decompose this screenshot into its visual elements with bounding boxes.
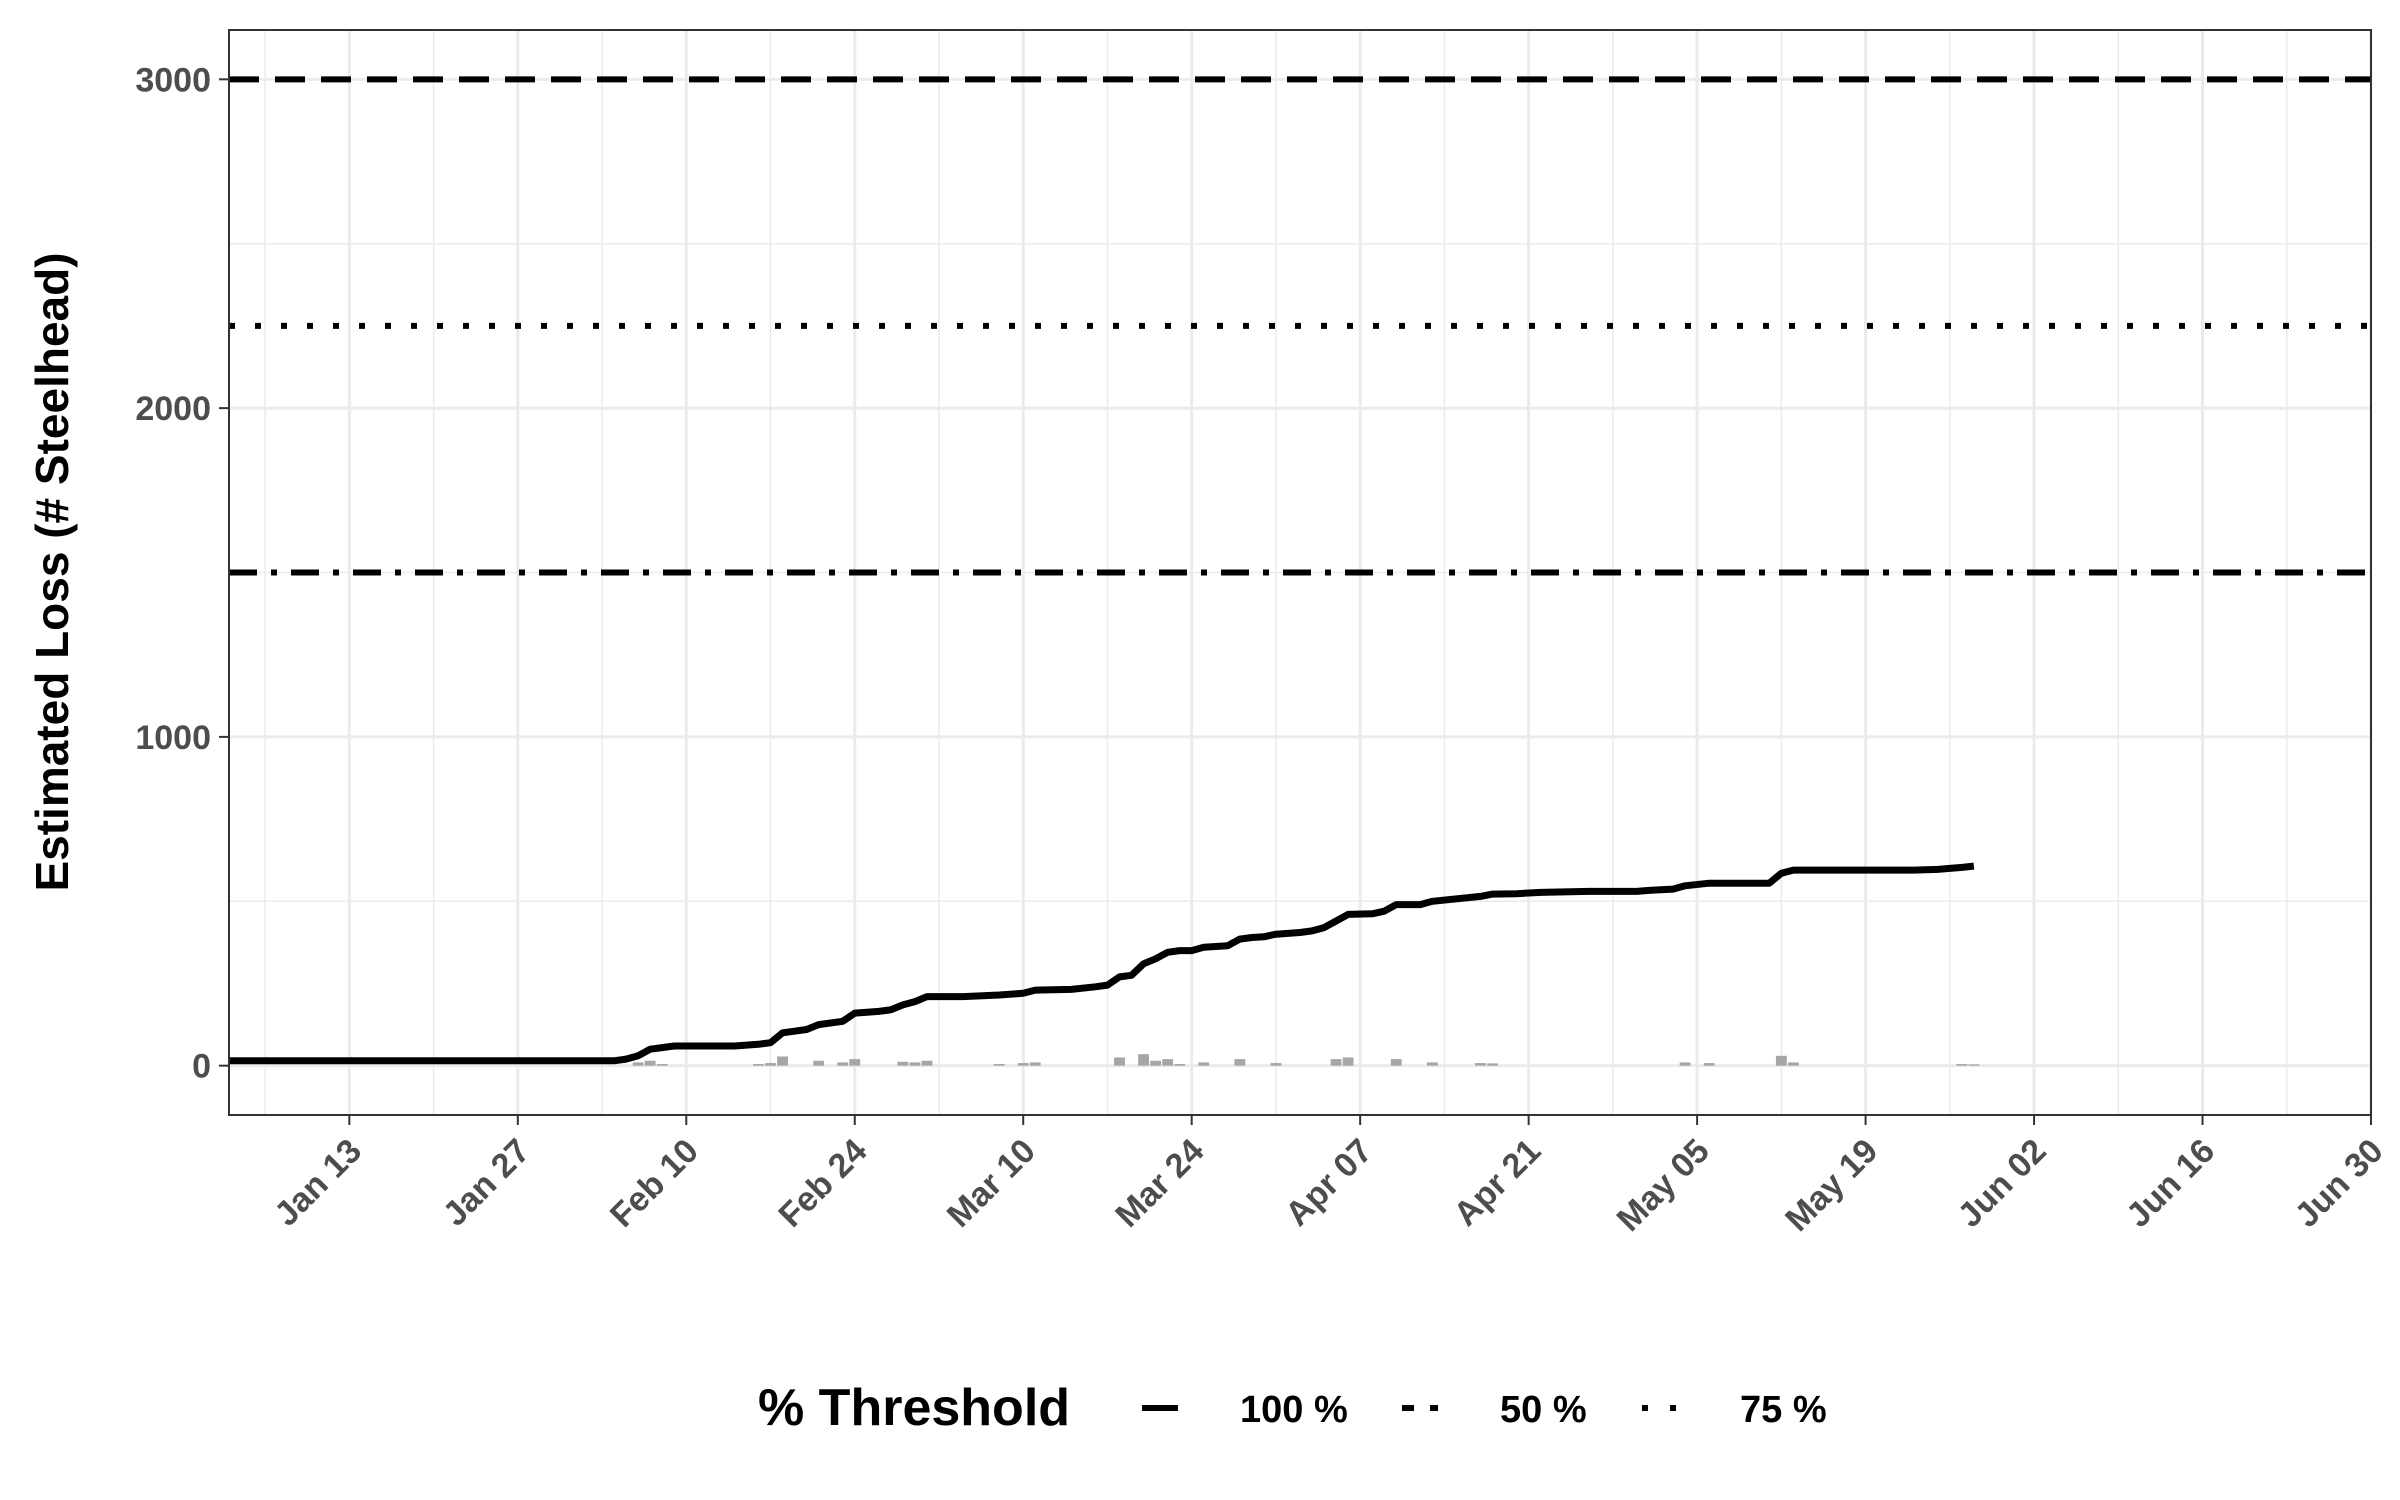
x-axis: Jan 13 Jan 27 Feb 10 Feb 24 Mar 10 Mar 24 Apr … xyxy=(267,1115,2391,1239)
daily-loss-bar xyxy=(1198,1062,1210,1066)
daily-loss-bar xyxy=(813,1060,825,1066)
daily-loss-bar xyxy=(909,1062,921,1066)
x-tick-label: Mar 24 xyxy=(1108,1132,1211,1235)
legend-label: 75 % xyxy=(1740,1389,1827,1431)
daily-loss-bar xyxy=(656,1064,668,1066)
daily-loss-bar xyxy=(1150,1060,1162,1066)
daily-loss-bar xyxy=(1787,1062,1799,1066)
y-axis: 0 1000 2000 3000 xyxy=(135,61,229,1086)
daily-loss-bar xyxy=(1330,1059,1342,1066)
legend-label: 50 % xyxy=(1500,1389,1587,1431)
legend: % Threshold 100 % 50 % 75 % xyxy=(758,1379,1827,1437)
daily-loss-bar xyxy=(1703,1063,1715,1066)
x-tick-label: Apr 21 xyxy=(1447,1132,1549,1234)
daily-loss-bar xyxy=(1017,1063,1029,1066)
legend-label: 100 % xyxy=(1240,1389,1348,1431)
x-tick-label: Apr 07 xyxy=(1278,1132,1380,1234)
daily-loss-bar xyxy=(1114,1057,1125,1066)
major-gridlines xyxy=(229,30,2373,1115)
daily-loss-bar xyxy=(1270,1063,1282,1066)
x-tick-label: May 19 xyxy=(1778,1132,1885,1239)
daily-loss-bar xyxy=(1174,1064,1186,1066)
daily-loss-bar xyxy=(1968,1064,1980,1066)
y-tick-label: 0 xyxy=(192,1048,211,1086)
daily-loss-bar xyxy=(1475,1063,1486,1066)
daily-loss-bar xyxy=(1234,1059,1246,1066)
x-tick-label: Jan 27 xyxy=(436,1132,538,1234)
threshold-lines xyxy=(229,76,2371,576)
y-tick-label: 2000 xyxy=(135,390,211,428)
daily-loss-bar xyxy=(777,1056,788,1066)
legend-title: % Threshold xyxy=(758,1379,1070,1437)
daily-loss-bar xyxy=(1342,1057,1354,1066)
y-tick-label: 1000 xyxy=(135,719,211,757)
panel-border xyxy=(228,29,2372,1116)
daily-loss-bar xyxy=(1426,1062,1438,1066)
daily-loss-bars xyxy=(632,1054,1980,1066)
daily-loss-bar xyxy=(1956,1064,1968,1066)
x-tick-label: Feb 24 xyxy=(771,1132,874,1235)
x-tick-label: Jan 13 xyxy=(267,1132,369,1234)
daily-loss-bar xyxy=(1390,1059,1402,1066)
x-tick-label: May 05 xyxy=(1610,1132,1717,1239)
x-tick-label: Jun 16 xyxy=(2119,1132,2222,1235)
x-tick-label: Jun 02 xyxy=(1951,1132,2054,1235)
x-tick-label: Feb 10 xyxy=(603,1132,706,1235)
daily-loss-bar xyxy=(993,1064,1005,1066)
daily-loss-bar xyxy=(1487,1063,1498,1066)
daily-loss-bar xyxy=(1775,1055,1787,1066)
x-tick-label: Jun 30 xyxy=(2288,1132,2391,1235)
daily-loss-bar xyxy=(921,1060,933,1066)
daily-loss-bar xyxy=(1138,1054,1149,1066)
cumulative-loss-line xyxy=(229,862,1975,1065)
daily-loss-bar xyxy=(1679,1062,1691,1066)
daily-loss-bar xyxy=(1029,1062,1041,1066)
y-tick-label: 3000 xyxy=(135,61,211,99)
daily-loss-bar xyxy=(849,1059,861,1066)
daily-loss-bar xyxy=(644,1060,656,1066)
x-tick-label: Mar 10 xyxy=(940,1132,1043,1235)
y-axis-title: Estimated Loss (# Steelhead) xyxy=(26,252,78,891)
daily-loss-bar xyxy=(1162,1059,1174,1066)
daily-loss-bar xyxy=(765,1063,776,1066)
daily-loss-bar xyxy=(753,1064,764,1066)
daily-loss-bar xyxy=(837,1062,849,1066)
daily-loss-bar xyxy=(632,1062,644,1066)
daily-loss-bar xyxy=(897,1061,909,1066)
